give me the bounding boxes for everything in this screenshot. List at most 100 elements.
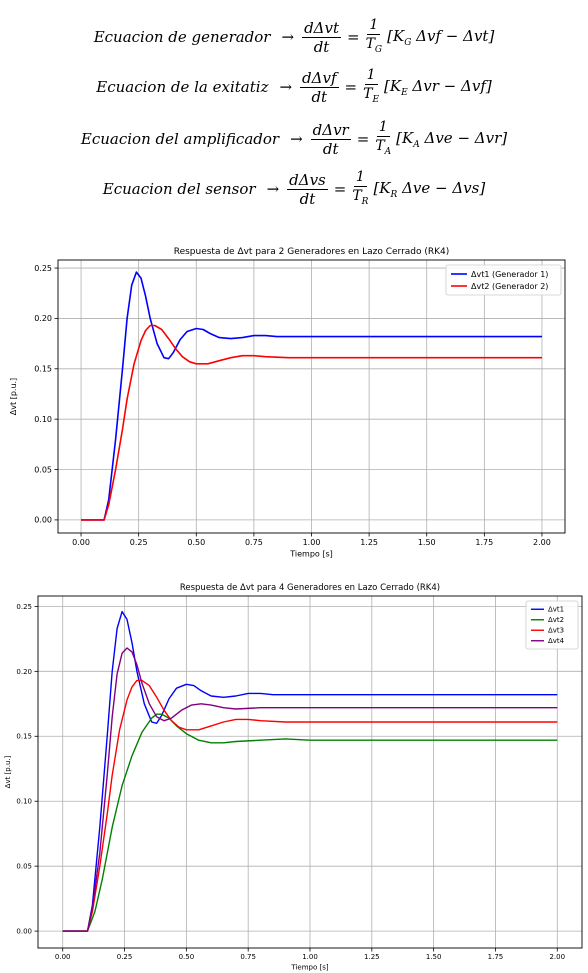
y-tick-label: 0.15 xyxy=(34,365,52,374)
derivative-numerator: dΔvr xyxy=(310,120,351,140)
coefficient-numerator: 1 xyxy=(364,66,378,85)
arrow-icon: → xyxy=(279,78,293,96)
x-axis-label: Tiempo [s] xyxy=(289,550,333,559)
equation-3: Ecuacion del amplificador → dΔvr dt = 1 TA [KA … xyxy=(0,116,588,162)
equals-sign: = xyxy=(333,180,347,198)
x-tick-label: 1.75 xyxy=(475,538,493,547)
derivative-fraction: dΔvf dt xyxy=(300,68,339,106)
legend-box xyxy=(525,600,579,650)
legend-box xyxy=(445,264,562,296)
legend-label: Δvt1 xyxy=(548,606,564,614)
x-tick-label: 1.25 xyxy=(364,953,380,961)
chart-4-generators-svg: Respuesta de Δvt para 4 Generadores en L… xyxy=(4,583,583,971)
time-constant-subscript: E xyxy=(372,94,380,105)
equation-label: Ecuacion del sensor xyxy=(102,180,256,198)
x-tick-label: 2.00 xyxy=(549,953,565,961)
y-tick-label: 0.05 xyxy=(16,863,32,871)
coefficient-denominator: TR xyxy=(352,187,369,207)
equation-2: Ecuacion de la exitatiz → dΔvf dt = 1 TE [KE Δv… xyxy=(0,64,588,110)
y-tick-label: 0.05 xyxy=(34,465,52,474)
coefficient-fraction: 1 TG xyxy=(366,17,383,58)
coefficient-denominator: TE xyxy=(363,85,380,105)
chart-2-generators-svg: Respuesta de Δvt para 2 Generadores en L… xyxy=(9,247,566,559)
legend-label: Δvt1 (Generador 1) xyxy=(471,270,548,279)
x-tick-label: 0.00 xyxy=(72,538,90,547)
equation-rhs: [KR Δve − Δvs] xyxy=(373,178,486,200)
coefficient-fraction: 1 TA xyxy=(375,119,391,160)
plot-frame xyxy=(37,595,583,949)
x-tick-label: 1.50 xyxy=(426,953,442,961)
x-tick-label: 1.75 xyxy=(488,953,504,961)
derivative-denominator: dt xyxy=(322,139,339,158)
series-line xyxy=(62,647,558,932)
equation-rhs: [KA Δve − Δvr] xyxy=(396,128,508,150)
y-tick-label: 0.10 xyxy=(16,798,32,806)
legend-label: Δvt2 xyxy=(548,616,564,624)
arrow-icon: → xyxy=(266,180,280,198)
x-tick-label: 1.50 xyxy=(418,538,436,547)
coefficient-fraction: 1 TR xyxy=(352,169,368,210)
time-constant-subscript: A xyxy=(384,146,392,157)
equation-rhs: [KG Δvf − Δvt] xyxy=(387,26,495,48)
x-tick-label: 0.50 xyxy=(187,538,205,547)
equation-label: Ecuacion de generador xyxy=(93,28,271,46)
y-axis-label: Δvt [p.u.] xyxy=(9,378,18,415)
derivative-denominator: dt xyxy=(313,37,330,56)
equation-label: Ecuacion de la exitatiz xyxy=(96,78,269,96)
derivative-numerator: dΔvs xyxy=(287,170,328,190)
x-axis-label: Tiempo [s] xyxy=(290,963,328,971)
series-line xyxy=(81,324,542,521)
chart-title: Respuesta de Δvt para 2 Generadores en L… xyxy=(174,247,450,257)
y-tick-label: 0.15 xyxy=(16,733,32,741)
derivative-numerator: dΔvt xyxy=(302,18,341,38)
chart-4-generators: Respuesta de Δvt para 4 Generadores en L… xyxy=(0,582,588,973)
gain-subscript: G xyxy=(404,37,412,48)
x-tick-label: 0.00 xyxy=(55,953,71,961)
x-tick-label: 1.00 xyxy=(303,538,321,547)
x-tick-label: 2.00 xyxy=(533,538,551,547)
x-tick-label: 0.75 xyxy=(245,538,263,547)
arrow-icon: → xyxy=(290,130,303,148)
coefficient-numerator: 1 xyxy=(376,118,390,137)
time-constant-subscript: G xyxy=(374,44,383,55)
coefficient-denominator: TG xyxy=(365,35,383,55)
gain-subscript: R xyxy=(390,189,398,200)
y-tick-label: 0.00 xyxy=(16,928,32,936)
y-tick-label: 0.00 xyxy=(34,516,52,525)
derivative-numerator: dΔvf xyxy=(300,68,339,88)
time-constant-subscript: R xyxy=(361,196,369,207)
gain-subscript: A xyxy=(413,139,420,150)
derivative-fraction: dΔvs dt xyxy=(287,172,328,207)
coefficient-fraction: 1 TE xyxy=(363,67,379,108)
legend-label: Δvt2 (Generador 2) xyxy=(471,282,548,291)
derivative-denominator: dt xyxy=(299,189,316,208)
derivative-denominator: dt xyxy=(311,87,328,106)
y-tick-label: 0.10 xyxy=(34,415,52,424)
coefficient-numerator: 1 xyxy=(353,168,367,187)
chart-2-generators: Respuesta de Δvt para 2 Generadores en L… xyxy=(0,240,588,570)
chart-title: Respuesta de Δvt para 4 Generadores en L… xyxy=(180,583,440,593)
y-tick-label: 0.20 xyxy=(16,668,32,676)
x-tick-label: 0.75 xyxy=(240,953,256,961)
x-tick-label: 0.50 xyxy=(179,953,195,961)
plot-frame xyxy=(57,259,566,534)
equation-label: Ecuacion del amplificador xyxy=(80,130,280,148)
coefficient-denominator: TA xyxy=(375,137,392,157)
series-line xyxy=(62,679,558,932)
gain-subscript: E xyxy=(401,87,408,98)
legend-label: Δvt3 xyxy=(548,627,564,635)
legend-label: Δvt4 xyxy=(548,637,565,645)
equals-sign: = xyxy=(344,78,358,96)
equation-1: Ecuacion de generador → dΔvt dt = 1 TG [KG Δvf … xyxy=(0,14,588,60)
series-line xyxy=(62,610,558,932)
x-tick-label: 1.25 xyxy=(360,538,378,547)
y-tick-label: 0.20 xyxy=(34,314,52,323)
x-tick-label: 0.25 xyxy=(130,538,148,547)
derivative-fraction: dΔvr dt xyxy=(310,120,351,158)
coefficient-numerator: 1 xyxy=(367,16,381,35)
equation-rhs: [KE Δvr − Δvf] xyxy=(384,76,492,98)
arrow-icon: → xyxy=(281,28,295,46)
x-tick-label: 1.00 xyxy=(302,953,318,961)
x-tick-label: 0.25 xyxy=(117,953,133,961)
derivative-fraction: dΔvt dt xyxy=(302,20,341,55)
